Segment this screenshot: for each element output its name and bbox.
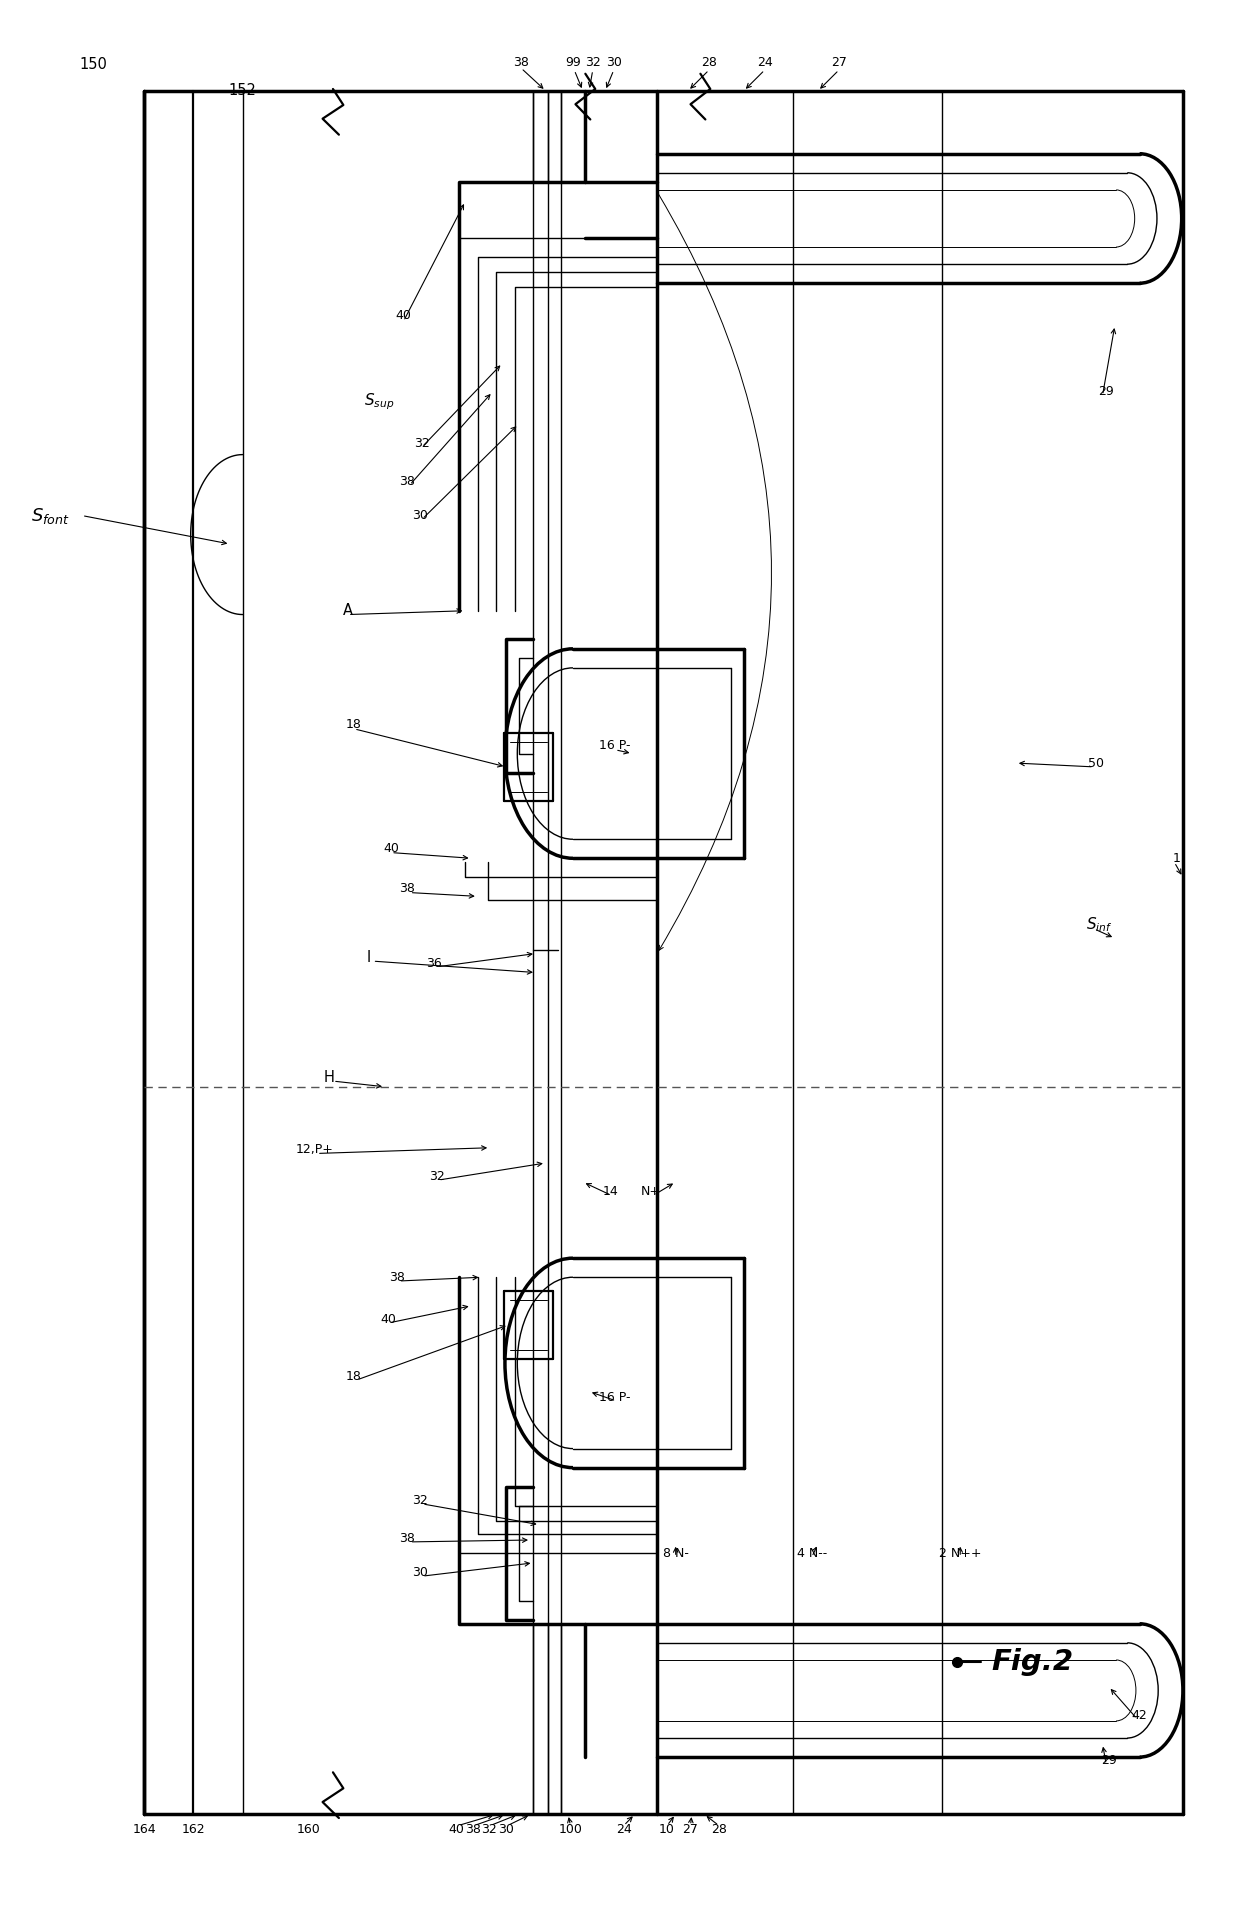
Text: 152: 152 (228, 84, 257, 99)
Text: $S_{sup}$: $S_{sup}$ (363, 391, 394, 412)
Text: 38: 38 (389, 1270, 405, 1283)
Text: 38: 38 (399, 475, 415, 488)
Text: 18: 18 (346, 719, 362, 732)
Text: 36: 36 (427, 957, 443, 969)
Text: 24: 24 (756, 55, 773, 69)
Text: 30: 30 (606, 55, 621, 69)
Text: 27: 27 (682, 1823, 698, 1836)
Text: 2 N++: 2 N++ (939, 1547, 982, 1560)
Text: 38: 38 (465, 1823, 481, 1836)
Text: 28: 28 (701, 55, 717, 69)
Text: 160: 160 (296, 1823, 320, 1836)
Text: 12,P+: 12,P+ (295, 1142, 334, 1156)
Text: 38: 38 (513, 55, 529, 69)
Text: 99: 99 (565, 55, 580, 69)
Text: 1: 1 (1173, 852, 1180, 864)
Text: 30: 30 (498, 1823, 515, 1836)
Text: 16 P-: 16 P- (599, 740, 631, 753)
Text: 32: 32 (414, 437, 430, 450)
Text: 162: 162 (181, 1823, 205, 1836)
Text: 32: 32 (585, 55, 600, 69)
Text: 32: 32 (412, 1493, 428, 1507)
Text: 40: 40 (381, 1312, 397, 1325)
Text: $S_{inf}$: $S_{inf}$ (1085, 915, 1112, 934)
Text: 40: 40 (449, 1823, 465, 1836)
Text: Fig.2: Fig.2 (991, 1648, 1074, 1676)
Text: 50: 50 (1089, 757, 1105, 770)
Text: 24: 24 (616, 1823, 631, 1836)
Text: 10: 10 (660, 1823, 675, 1836)
Text: 40: 40 (396, 309, 412, 322)
Text: 40: 40 (383, 843, 399, 854)
Text: 14: 14 (603, 1184, 618, 1198)
Text: H: H (324, 1070, 335, 1085)
Text: 27: 27 (831, 55, 847, 69)
Text: 29: 29 (1101, 1754, 1116, 1768)
Text: 38: 38 (399, 1531, 415, 1545)
Text: 18: 18 (346, 1369, 362, 1383)
Text: 42: 42 (1132, 1709, 1147, 1722)
Text: 164: 164 (133, 1823, 156, 1836)
Text: 100: 100 (558, 1823, 583, 1836)
Text: 8 N-: 8 N- (662, 1547, 688, 1560)
Text: 30: 30 (412, 509, 428, 523)
Text: 28: 28 (711, 1823, 727, 1836)
Text: N+: N+ (641, 1184, 661, 1198)
Text: 30: 30 (412, 1566, 428, 1579)
Text: 4 N--: 4 N-- (796, 1547, 827, 1560)
Text: 32: 32 (481, 1823, 497, 1836)
Text: 38: 38 (399, 883, 415, 894)
Text: 16 P-: 16 P- (599, 1390, 631, 1404)
Text: 150: 150 (79, 57, 107, 72)
Text: I: I (367, 950, 371, 965)
Text: A: A (342, 603, 353, 618)
Text: 32: 32 (429, 1169, 445, 1182)
Text: 29: 29 (1099, 385, 1114, 399)
Text: $S_{font}$: $S_{font}$ (31, 505, 71, 526)
